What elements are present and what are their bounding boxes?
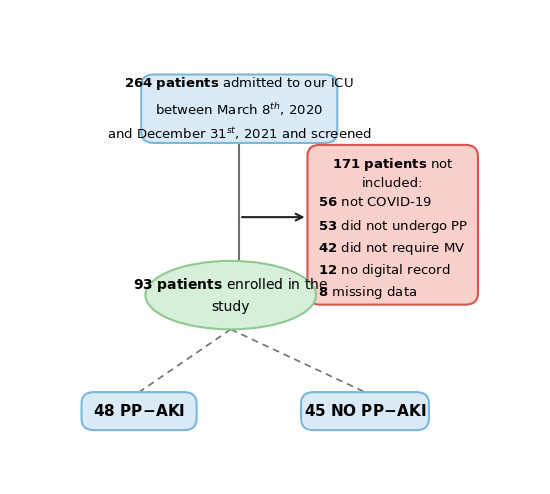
Text: $\mathbf{42}$ did not require MV: $\mathbf{42}$ did not require MV: [318, 241, 466, 257]
Text: $\mathbf{45\ NO\ PP\!-\!AKI}$: $\mathbf{45\ NO\ PP\!-\!AKI}$: [304, 403, 426, 419]
FancyBboxPatch shape: [307, 145, 478, 305]
Text: $\mathbf{48\ PP\!-\!AKI}$: $\mathbf{48\ PP\!-\!AKI}$: [93, 403, 185, 419]
FancyBboxPatch shape: [81, 392, 197, 430]
Text: $\mathbf{56}$ not COVID-19: $\mathbf{56}$ not COVID-19: [318, 196, 432, 209]
FancyBboxPatch shape: [141, 75, 337, 143]
Text: $\mathbf{8}$ missing data: $\mathbf{8}$ missing data: [318, 285, 417, 301]
Ellipse shape: [145, 261, 316, 329]
Text: $\mathbf{12}$ no digital record: $\mathbf{12}$ no digital record: [318, 262, 450, 280]
Text: $\mathbf{264\ patients}$ admitted to our ICU
between March 8$^{th}$, 2020
and De: $\mathbf{264\ patients}$ admitted to our…: [107, 75, 372, 142]
Text: $\mathbf{93\ patients}$ enrolled in the
study: $\mathbf{93\ patients}$ enrolled in the …: [133, 276, 328, 314]
Text: $\mathbf{171\ patients}$ not
included:: $\mathbf{171\ patients}$ not included:: [332, 156, 454, 190]
FancyBboxPatch shape: [301, 392, 429, 430]
Text: $\mathbf{53}$ did not undergo PP: $\mathbf{53}$ did not undergo PP: [318, 218, 469, 235]
